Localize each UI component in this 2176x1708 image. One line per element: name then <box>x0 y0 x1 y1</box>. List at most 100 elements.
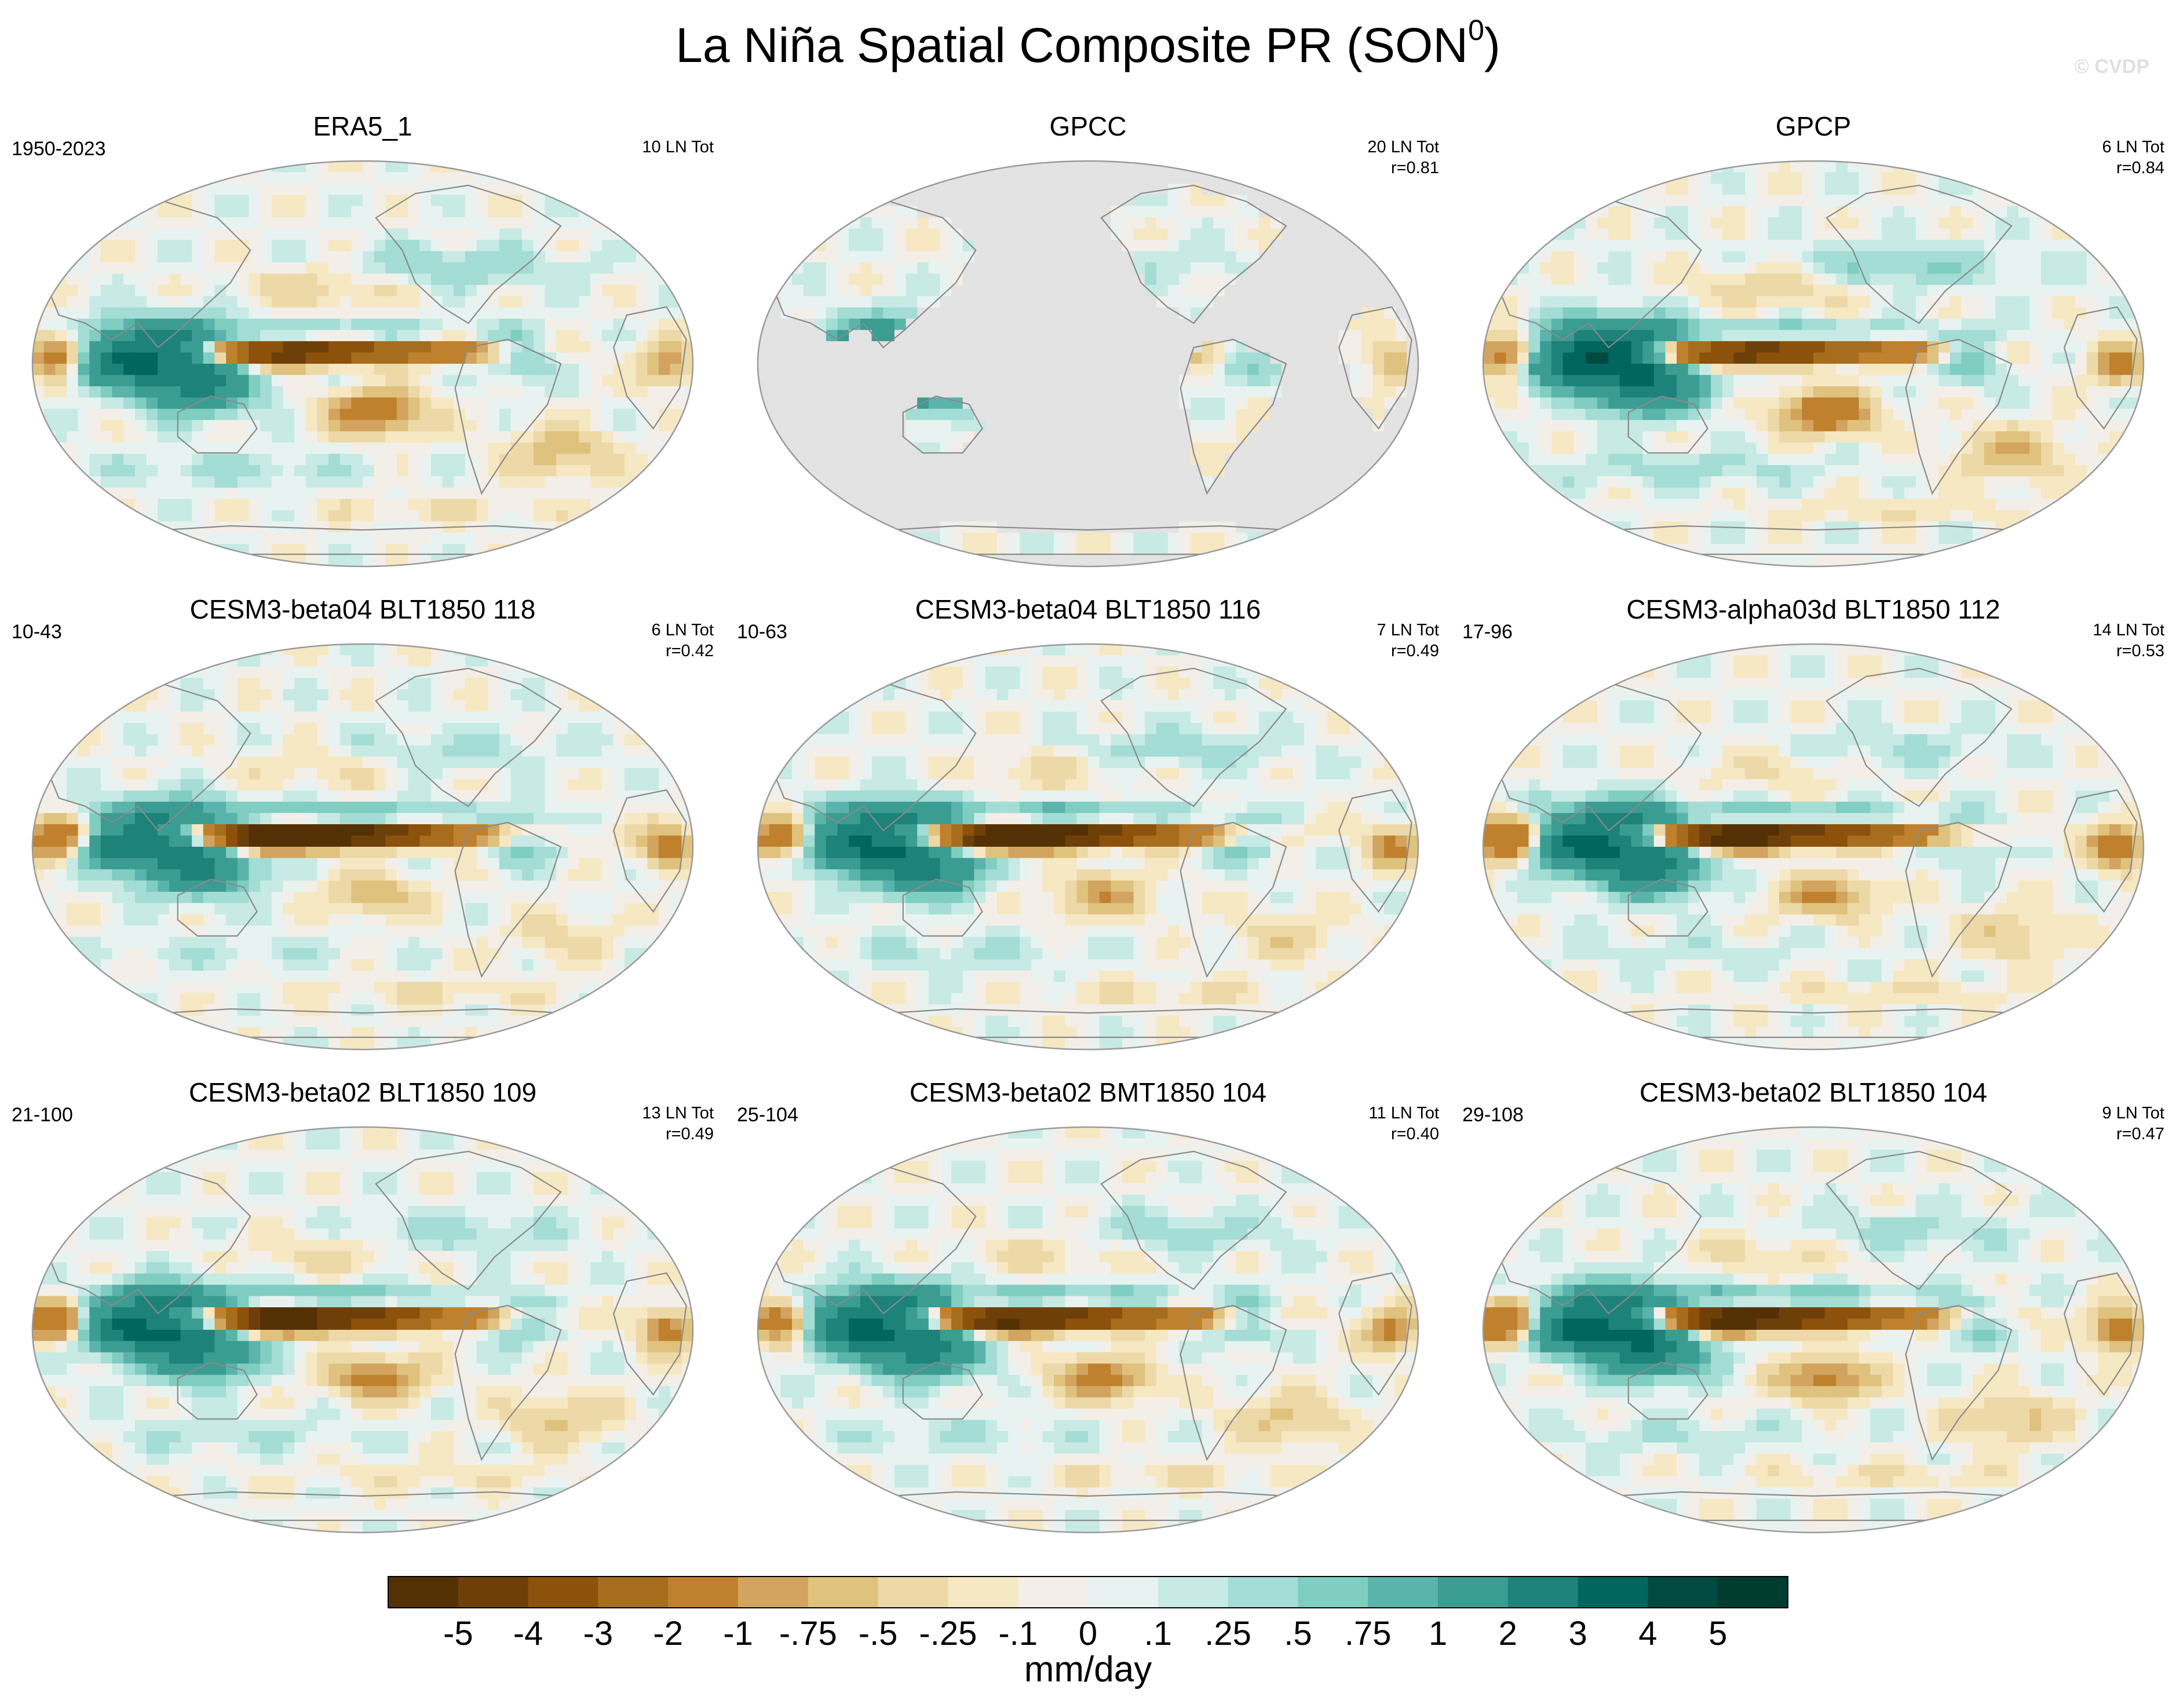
robinson-map <box>31 1126 694 1534</box>
colorbar-bin <box>1438 1577 1509 1608</box>
colorbar-bin <box>1648 1577 1718 1608</box>
panel-stats: 6 LN Tot r=0.84 <box>2102 137 2164 178</box>
panel-event-count: 20 LN Tot <box>1367 138 1439 156</box>
colorbar-bin <box>738 1577 809 1608</box>
panel-title: CESM3-beta02 BMT1850 104 <box>909 1077 1267 1107</box>
colorbar-bin <box>1228 1577 1298 1608</box>
south-america-coastline <box>1905 1304 2013 1461</box>
australia-coastline <box>177 878 258 937</box>
panel-event-count: 6 LN Tot <box>2102 138 2164 156</box>
panel-pattern-correlation: r=0.49 <box>1390 642 1439 660</box>
south-america-coastline <box>454 1304 562 1461</box>
panel-pattern-correlation: r=0.81 <box>1390 159 1439 177</box>
panel-event-count: 14 LN Tot <box>2093 621 2164 639</box>
australia-coastline <box>177 1361 258 1420</box>
north-america-coastline <box>375 667 562 807</box>
north-america-coastline <box>1825 184 2013 324</box>
map-panel: CESM3-beta04 BLT1850 116 10-63 7 LN Tot r=0… <box>725 593 1451 1076</box>
map-outline <box>31 1126 694 1534</box>
panel-title: ERA5_1 <box>313 111 412 141</box>
colorbar-tick-label: -4 <box>513 1615 543 1652</box>
panel-pattern-correlation: r=0.53 <box>2116 642 2164 660</box>
panel-title: GPCP <box>1775 111 1852 141</box>
panel-years: 25-104 <box>737 1104 798 1126</box>
colorbar-tick-label: -1 <box>723 1615 753 1652</box>
colorbar-tick-label: .75 <box>1345 1615 1392 1652</box>
africa-coastline <box>1338 789 1412 913</box>
panel-years: 17-96 <box>1462 621 1513 643</box>
australia-coastline <box>1627 1361 1708 1420</box>
figure-title: La Niña Spatial Composite PR (SON0) <box>0 16 2176 74</box>
panel-event-count: 7 LN Tot <box>1377 621 1439 639</box>
precip-field <box>758 161 1418 566</box>
map-outline <box>757 643 1419 1051</box>
panel-title: CESM3-beta02 BLT1850 104 <box>1639 1077 1988 1107</box>
panel-title: CESM3-alpha03d BLT1850 112 <box>1626 594 2000 624</box>
map-panel: CESM3-beta02 BLT1850 104 29-108 9 LN Tot r=… <box>1451 1076 2176 1559</box>
colorbar-units: mm/day <box>1024 1650 1152 1689</box>
north-america-coastline <box>375 1150 562 1290</box>
robinson-map <box>31 643 694 1051</box>
colorbar-bin <box>598 1577 669 1608</box>
map-outline <box>1482 1126 2145 1534</box>
north-america-coastline <box>1825 667 2013 807</box>
figure-title-end: ) <box>1484 18 1500 72</box>
colorbar-bin <box>668 1577 739 1608</box>
panel-pattern-correlation: r=0.84 <box>2116 159 2164 177</box>
colorbar-tick-label: 2 <box>1499 1615 1517 1652</box>
colorbar-tick-label: 0 <box>1079 1615 1097 1652</box>
north-america-coastline <box>375 184 562 324</box>
colorbar-frame <box>388 1576 1788 1608</box>
australia-coastline <box>902 878 983 937</box>
panel-pattern-correlation: r=0.42 <box>665 642 714 660</box>
robinson-map <box>757 160 1419 568</box>
map-outline <box>757 160 1419 568</box>
africa-coastline <box>1338 306 1412 430</box>
colorbar-bin <box>1368 1577 1439 1608</box>
panel-stats: 20 LN Tot r=0.81 <box>1367 137 1439 178</box>
panel-years: 10-43 <box>12 621 62 643</box>
south-america-coastline <box>1180 338 1287 495</box>
panel-title: CESM3-beta04 BLT1850 116 <box>915 594 1261 624</box>
colorbar-tick-label: 5 <box>1708 1615 1727 1652</box>
south-america-coastline <box>1905 338 2013 495</box>
panel-stats: 11 LN Tot r=0.40 <box>1369 1103 1439 1144</box>
colorbar-tick-label: -.1 <box>998 1615 1038 1652</box>
map-outline <box>31 643 694 1051</box>
precip-field <box>32 1127 693 1533</box>
africa-coastline <box>613 789 687 913</box>
robinson-map <box>757 1126 1419 1534</box>
map-panel: CESM3-beta02 BLT1850 109 21-100 13 LN Tot r… <box>0 1076 725 1559</box>
robinson-map <box>757 643 1419 1051</box>
north-america-coastline <box>1100 184 1287 324</box>
colorbar-tick-label: -.5 <box>859 1615 898 1652</box>
colorbar-bin <box>948 1577 1018 1608</box>
panel-stats: 6 LN Tot r=0.42 <box>652 620 714 661</box>
colorbar-bin <box>458 1577 529 1608</box>
panel-event-count: 10 LN Tot <box>642 138 714 156</box>
precip-field <box>1483 644 2144 1049</box>
map-outline <box>1482 160 2145 568</box>
map-panel: ERA5_1 1950-2023 10 LN Tot <box>0 110 725 593</box>
africa-coastline <box>1338 1272 1412 1396</box>
colorbar-bin <box>1578 1577 1648 1608</box>
africa-coastline <box>2064 1272 2138 1396</box>
south-america-coastline <box>1905 821 2013 978</box>
australia-coastline <box>1627 878 1708 937</box>
colorbar-tick-label: .1 <box>1144 1615 1172 1652</box>
panel-stats: 9 LN Tot r=0.47 <box>2102 1103 2164 1144</box>
colorbar-bin <box>1018 1577 1089 1608</box>
australia-coastline <box>1627 395 1708 454</box>
panel-years: 10-63 <box>737 621 787 643</box>
colorbar-tick-label: -2 <box>653 1615 683 1652</box>
south-america-coastline <box>1180 1304 1287 1461</box>
map-panel: CESM3-beta02 BMT1850 104 25-104 11 LN Tot r… <box>725 1076 1451 1559</box>
colorbar-bin <box>878 1577 948 1608</box>
robinson-map <box>1482 643 2145 1051</box>
panel-pattern-correlation: r=0.49 <box>665 1125 714 1143</box>
australia-coastline <box>177 395 258 454</box>
panel-title: CESM3-beta04 BLT1850 118 <box>189 594 536 624</box>
precip-field <box>32 161 693 566</box>
colorbar-tick-label: -.25 <box>919 1615 977 1652</box>
map-outline <box>757 1126 1419 1534</box>
